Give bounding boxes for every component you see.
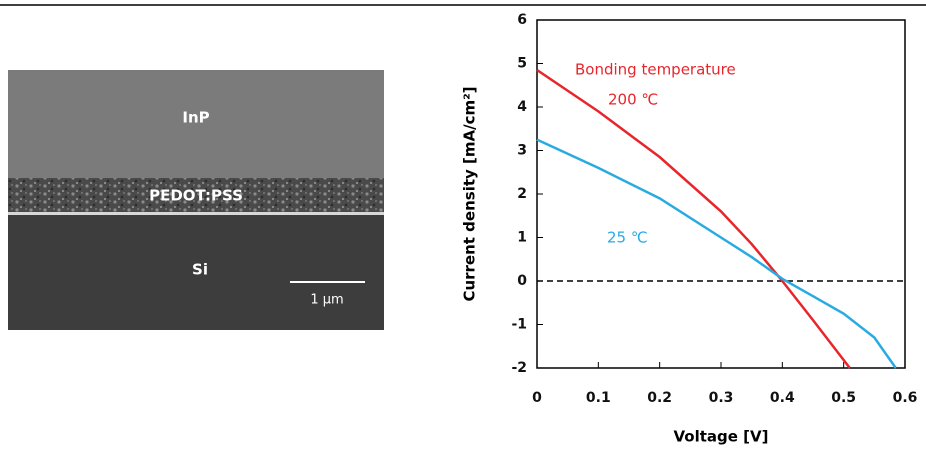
y-tick-label: -1 [511,317,527,333]
layer-label: InP [182,109,209,127]
chart: Current density [mA/cm²] Voltage [V] Bon… [461,12,918,446]
series-label: 25 ℃ [607,229,648,247]
y-tick-label: 1 [517,230,527,246]
x-tick-label: 0.5 [831,390,856,406]
layer-label: Si [192,261,208,279]
figure: InP PEDOT:PSS Si 1 μm Current density [m… [0,0,926,448]
y-tick-label: 5 [517,56,527,72]
y-axis-label: Current density [mA/cm²] [461,86,479,301]
scale-label: 1 μm [310,293,343,308]
y-tick-label: 0 [517,273,527,289]
series-line [537,140,896,368]
layer-label: PEDOT:PSS [149,187,243,205]
x-tick-label: 0.3 [709,390,734,406]
x-tick-label: 0.6 [893,390,918,406]
annotation: Bonding temperature [575,61,736,79]
y-tick-label: 4 [517,99,527,115]
micrograph: InP PEDOT:PSS Si 1 μm [8,70,384,330]
x-tick-label: 0.4 [770,390,795,406]
x-axis-label: Voltage [V] [674,428,769,446]
y-tick-label: -2 [511,360,527,376]
y-tick-label: 3 [517,143,527,159]
y-tick-label: 6 [517,12,527,28]
y-tick-label: 2 [517,186,527,202]
x-tick-label: 0.1 [586,390,611,406]
interface [8,212,384,215]
x-tick-label: 0 [532,390,542,406]
series-label: 200 ℃ [608,91,658,109]
x-tick-label: 0.2 [647,390,672,406]
